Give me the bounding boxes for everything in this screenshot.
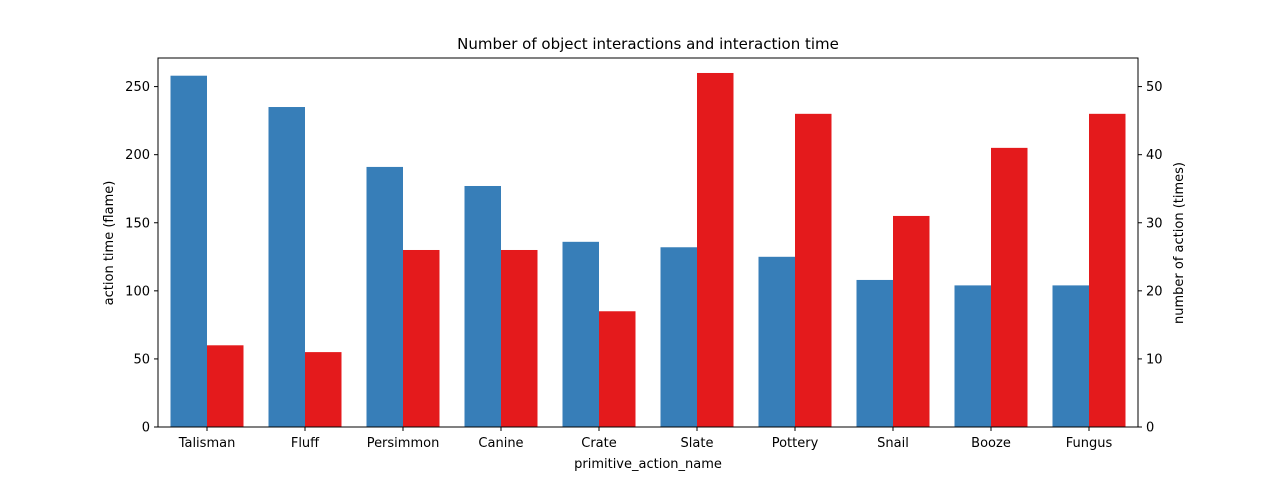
bar-left-8 (954, 285, 991, 427)
bar-left-2 (366, 166, 403, 428)
bar-left-4 (562, 241, 599, 427)
y-right-tick-label-5: 50 (1146, 80, 1163, 95)
bar-left-1 (268, 107, 305, 428)
x-tick-label-6: Pottery (772, 436, 819, 451)
y-left-tick-label-0: 0 (142, 421, 150, 436)
x-tick-label-8: Booze (971, 436, 1011, 451)
x-tick-label-7: Snail (877, 436, 909, 451)
x-tick-label-2: Persimmon (367, 436, 440, 451)
bar-right-7 (893, 215, 930, 427)
bar-left-5 (660, 247, 697, 427)
y-axis-label-left: action time (flame) (102, 181, 117, 306)
axes-layer: Talisman Fluff Persimmon Canine Crate Slate Po… (125, 57, 1163, 451)
bar-left-6 (758, 256, 795, 427)
bar-right-8 (991, 147, 1028, 427)
y-left-tick-label-2: 100 (125, 284, 150, 299)
bar-right-1 (305, 352, 342, 427)
bars-layer (170, 72, 1126, 428)
y-right-tick-label-0: 0 (1146, 421, 1154, 436)
x-tick-label-0: Talisman (178, 436, 236, 451)
bar-right-4 (599, 311, 636, 427)
bar-left-9 (1052, 285, 1089, 427)
x-tick-label-1: Fluff (291, 436, 320, 451)
y-left-tick-label-1: 50 (133, 352, 150, 367)
bar-right-3 (501, 249, 538, 427)
x-axis-label: primitive_action_name (574, 457, 722, 472)
x-tick-label-3: Canine (478, 436, 523, 451)
bar-right-0 (207, 345, 244, 427)
y-left-tick-label-4: 200 (125, 148, 150, 163)
bar-right-9 (1089, 113, 1126, 427)
y-left-tick-label-3: 150 (125, 216, 150, 231)
x-tick-label-5: Slate (681, 436, 714, 451)
y-right-tick-label-2: 20 (1146, 284, 1163, 299)
bar-right-5 (697, 72, 734, 428)
bar-right-6 (795, 113, 832, 427)
chart-title: Number of object interactions and intera… (457, 35, 839, 53)
x-tick-label-4: Crate (581, 436, 616, 451)
bar-right-2 (403, 249, 440, 427)
bar-left-0 (170, 75, 207, 427)
y-right-tick-label-4: 40 (1146, 148, 1163, 163)
y-right-tick-label-3: 30 (1146, 216, 1163, 231)
plot-frame (157, 57, 1139, 428)
x-tick-label-9: Fungus (1066, 436, 1113, 451)
y-left-tick-label-5: 250 (125, 80, 150, 95)
y-axis-label-right: number of action (times) (1172, 162, 1187, 324)
y-right-tick-label-1: 10 (1146, 352, 1163, 367)
bar-left-7 (856, 279, 893, 427)
bar-left-3 (464, 185, 501, 427)
